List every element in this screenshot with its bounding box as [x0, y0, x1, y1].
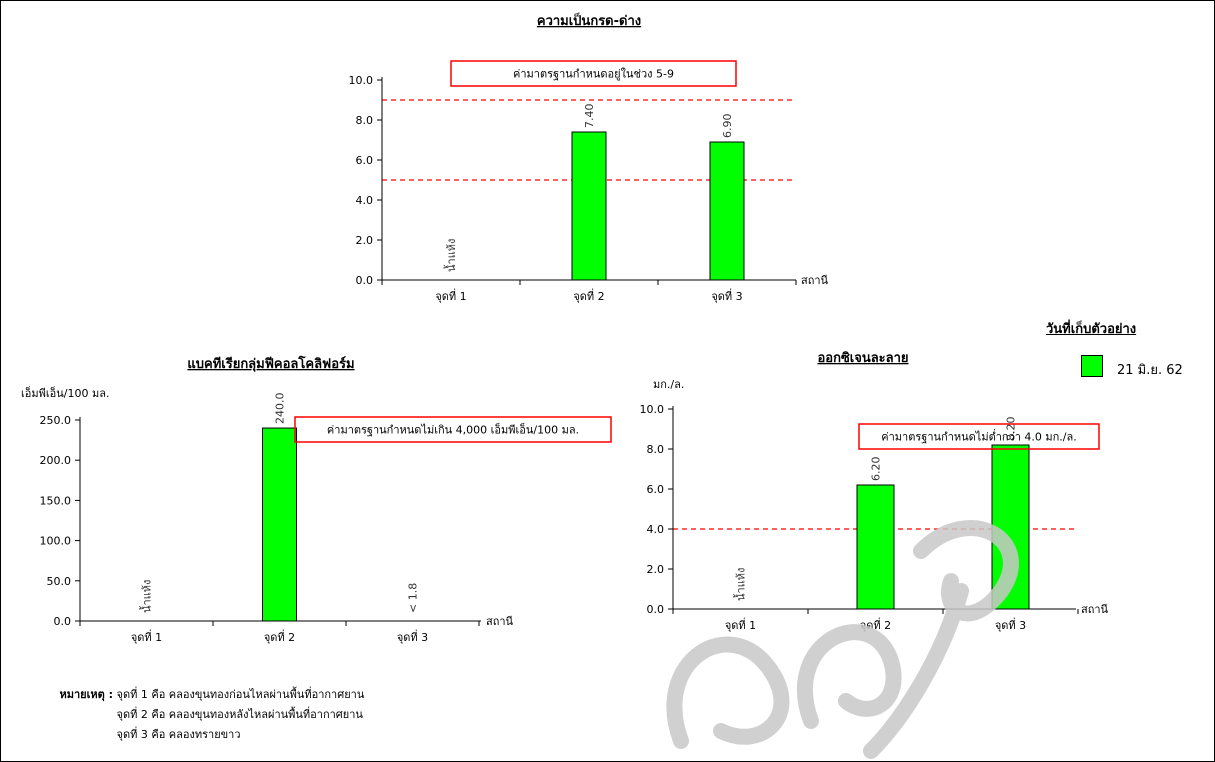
- y-axis-unit-label: มก./ล.: [653, 378, 684, 391]
- x-tick-label: จุดที่ 1: [725, 617, 756, 632]
- bar-value-label: 240.0: [274, 393, 287, 425]
- x-tick-label: จุดที่ 3: [397, 629, 428, 644]
- notes-section: หมายเหตุ : จุดที่ 1 คือ คลองขุนทองก่อนไห…: [21, 685, 364, 745]
- y-tick-label: 8.0: [647, 443, 665, 456]
- x-axis-label: สถานี: [486, 615, 514, 628]
- y-tick-label: 2.0: [356, 234, 374, 247]
- no-data-label: น้ำแห้ง: [443, 239, 458, 272]
- standard-note-text: ค่ามาตรฐานกำหนดอยู่ในช่วง 5-9: [513, 68, 674, 81]
- y-tick-label: 10.0: [349, 74, 374, 87]
- no-data-label: น้ำแห้ง: [733, 568, 748, 601]
- x-tick-label: จุดที่ 1: [131, 629, 162, 644]
- chart-title: แบคทีเรียกลุ่มฟีคอลโคลิฟอร์ม: [187, 355, 354, 372]
- note-line: จุดที่ 1 คือ คลองขุนทองก่อนไหลผ่านพื้นที…: [116, 688, 365, 701]
- note-line: จุดที่ 2 คือ คลองขุนทองหลังไหลผ่านพื้นที…: [116, 708, 363, 721]
- no-data-label: น้ำแห้ง: [139, 580, 154, 613]
- standard-note-text: ค่ามาตรฐานกำหนดไม่เกิน 4,000 เอ็มพีเอ็น/…: [327, 423, 579, 437]
- x-tick-label: จุดที่ 1: [435, 288, 466, 303]
- x-tick-label: จุดที่ 3: [711, 288, 742, 303]
- x-tick-label: จุดที่ 3: [995, 617, 1026, 632]
- bar-value-label: 6.20: [870, 457, 883, 482]
- chart-title: ออกซิเจนละลาย: [817, 351, 908, 366]
- no-data-label: < 1.8: [407, 583, 420, 613]
- legend-title: วันที่เก็บตัวอย่าง: [1046, 322, 1137, 337]
- y-tick-label: 6.0: [647, 483, 665, 496]
- note-row: จุดที่ 2 คือ คลองขุนทองหลังไหลผ่านพื้นที…: [21, 705, 364, 725]
- bar: [262, 427, 297, 622]
- y-tick-label: 50.0: [47, 575, 72, 588]
- y-tick-label: 4.0: [356, 194, 374, 207]
- x-tick-label: จุดที่ 2: [264, 629, 295, 644]
- x-tick-label: จุดที่ 2: [860, 617, 891, 632]
- x-tick-label: จุดที่ 2: [573, 288, 604, 303]
- bar: [571, 131, 607, 281]
- y-tick-label: 10.0: [640, 403, 665, 416]
- chart-title: ความเป็นกรด-ด่าง: [537, 11, 641, 29]
- note-row: จุดที่ 3 คือ คลองทรายขาว: [21, 725, 364, 745]
- notes-heading: หมายเหตุ :: [59, 688, 113, 701]
- legend-color-swatch: [1081, 355, 1103, 377]
- y-axis-unit-label: เอ็มพีเอ็น/100 มล.: [21, 386, 109, 400]
- y-tick-label: 2.0: [647, 563, 665, 576]
- y-tick-label: 0.0: [647, 603, 665, 616]
- bar-value-label: 8.20: [1005, 417, 1018, 442]
- bar-value-label: 6.90: [721, 114, 734, 139]
- y-tick-label: 4.0: [647, 523, 665, 536]
- x-axis-label: สถานี: [1081, 603, 1109, 616]
- note-line: จุดที่ 3 คือ คลองทรายขาว: [116, 728, 241, 741]
- y-tick-label: 0.0: [356, 274, 374, 287]
- note-row: หมายเหตุ : จุดที่ 1 คือ คลองขุนทองก่อนไห…: [21, 685, 364, 705]
- legend-series-label: 21 มิ.ย. 62: [1117, 363, 1183, 378]
- bar: [709, 141, 745, 281]
- bar: [856, 484, 895, 610]
- standard-note-box: [450, 60, 737, 87]
- y-tick-label: 0.0: [54, 615, 72, 628]
- y-tick-label: 100.0: [40, 535, 72, 548]
- standard-note-box: [294, 416, 612, 443]
- y-tick-label: 250.0: [40, 414, 72, 427]
- y-tick-label: 8.0: [356, 114, 374, 127]
- standard-note-box: [858, 423, 1100, 450]
- bar-value-label: 7.40: [583, 104, 596, 129]
- y-tick-label: 6.0: [356, 154, 374, 167]
- x-axis-label: สถานี: [801, 274, 829, 287]
- y-tick-label: 150.0: [40, 494, 72, 507]
- bar: [991, 444, 1030, 610]
- standard-note-text: ค่ามาตรฐานกำหนดไม่ต่ำกว่า 4.0 มก./ล.: [881, 429, 1077, 444]
- y-tick-label: 200.0: [40, 454, 72, 467]
